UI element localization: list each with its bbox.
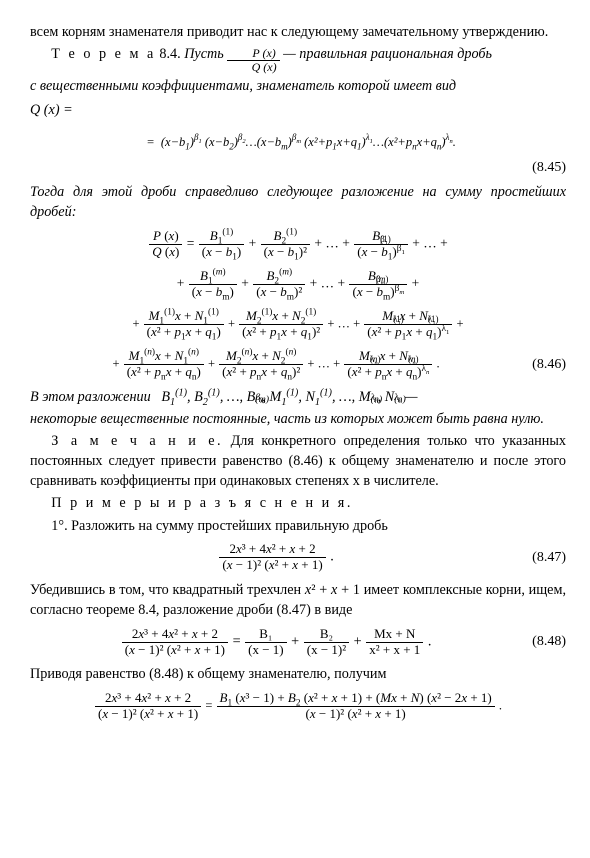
frac-PQ: P (x) Q (x) bbox=[227, 47, 279, 74]
B1: B₁ bbox=[245, 627, 287, 643]
theorem-num: 8.4. bbox=[159, 46, 180, 62]
eq-847: 2x³ + 4x² + x + 2 (x − 1)² (x² + x + 1) … bbox=[30, 540, 566, 576]
theorem-label: Т е о р е м а bbox=[51, 46, 156, 62]
after846: В этом разложении B1(1), B2(1), …, B(m)β… bbox=[30, 387, 566, 407]
eq-846-row4: + M1(n)x + N1(n)(x² + pnx + qn) + M2(n)x… bbox=[30, 347, 566, 383]
eq-848-num: (8.48) bbox=[522, 632, 566, 652]
ex1-text: Разложить на сумму простейших правильную… bbox=[71, 518, 388, 534]
eq-848: 2x³ + 4x² + x + 2 (x − 1)² (x² + x + 1) … bbox=[30, 624, 566, 660]
theorem-line4: Тогда для этой дроби справедливо следующ… bbox=[30, 182, 566, 222]
frac-d: Q (x) bbox=[227, 61, 279, 74]
examples-label: П р и м е р ы и р а з ъ я с н е н и я. bbox=[30, 493, 566, 513]
eq-846-row2: + B1(m)(x − bm) + B2(m)(x − bm)² + … + B… bbox=[30, 267, 566, 303]
xq: x² + x + 1 bbox=[366, 643, 423, 658]
frac-n: P (x) bbox=[227, 47, 279, 61]
eq-final: 2x³ + 4x² + x + 2 (x − 1)² (x² + x + 1) … bbox=[30, 688, 566, 724]
eq-846-num: (8.46) bbox=[522, 355, 566, 375]
theorem-line2: с вещественными коэффициентами, знаменат… bbox=[30, 76, 566, 96]
eq-845-body: = (x−b1)β1 (x−b2)β2…(x−bm)βm (x²+p1x+q1)… bbox=[30, 134, 566, 152]
B2: B₂ bbox=[304, 627, 349, 643]
xm1sq: (x − 1)² bbox=[304, 643, 349, 658]
ex1: 1°. Разложить на сумму простейших правил… bbox=[30, 516, 566, 536]
Q-lhs: Q (x) = bbox=[30, 100, 566, 120]
ex1-label: 1°. bbox=[51, 518, 67, 534]
p-last: Приводя равенство (8.48) к общему знамен… bbox=[30, 664, 566, 684]
remark-label: З а м е ч а н и е. bbox=[51, 433, 223, 449]
examples-heading: П р и м е р ы и р а з ъ я с н е н и я. bbox=[51, 495, 353, 511]
para-intro: всем корням знаменателя приводит нас к с… bbox=[30, 22, 566, 42]
ex1-text2: Убедившись в том, что квадратный трехчле… bbox=[30, 580, 566, 620]
eq-847-num: (8.47) bbox=[522, 548, 566, 568]
theorem-line1: Т е о р е м а 8.4. Пусть P (x) Q (x) — п… bbox=[30, 44, 566, 74]
eq-845-num-row: (8.45) bbox=[30, 158, 566, 178]
xm1: (x − 1) bbox=[245, 643, 287, 658]
final-d: (x − 1)² (x² + x + 1) bbox=[217, 707, 495, 722]
final-n: B1 (x³ − 1) + B2 (x² + x + 1) + (Mx + N)… bbox=[217, 691, 495, 707]
remark: З а м е ч а н и е. Для конкретного опред… bbox=[30, 431, 566, 491]
MxN: Mx + N bbox=[366, 627, 423, 643]
eq-845-num: (8.45) bbox=[522, 158, 566, 178]
eq-845: = (x−b1)β1 (x−b2)β2…(x−bm)βm (x²+p1x+q1)… bbox=[30, 124, 566, 160]
eq-846-row1: P (x)Q (x) = B1(1)(x − b1) + B2(1)(x − b… bbox=[30, 227, 566, 263]
after846-2: некоторые вещественные постоянные, часть… bbox=[30, 409, 566, 429]
eq847-n: 2x³ + 4x² + x + 2 bbox=[219, 542, 325, 558]
after846-list: B1(1), B2(1), …, B(m)βm , M1(1), N1(1), … bbox=[161, 389, 417, 405]
after846-1: В этом разложении bbox=[30, 389, 151, 405]
theorem-text1: Пусть bbox=[184, 46, 224, 62]
theorem-text2: — правильная рациональная дробь bbox=[283, 46, 492, 62]
eq-846-row3: + M1(1)x + N1(1)(x² + p1x + q1) + M2(1)x… bbox=[30, 307, 566, 343]
eq847-d: (x − 1)² (x² + x + 1) bbox=[219, 558, 325, 573]
